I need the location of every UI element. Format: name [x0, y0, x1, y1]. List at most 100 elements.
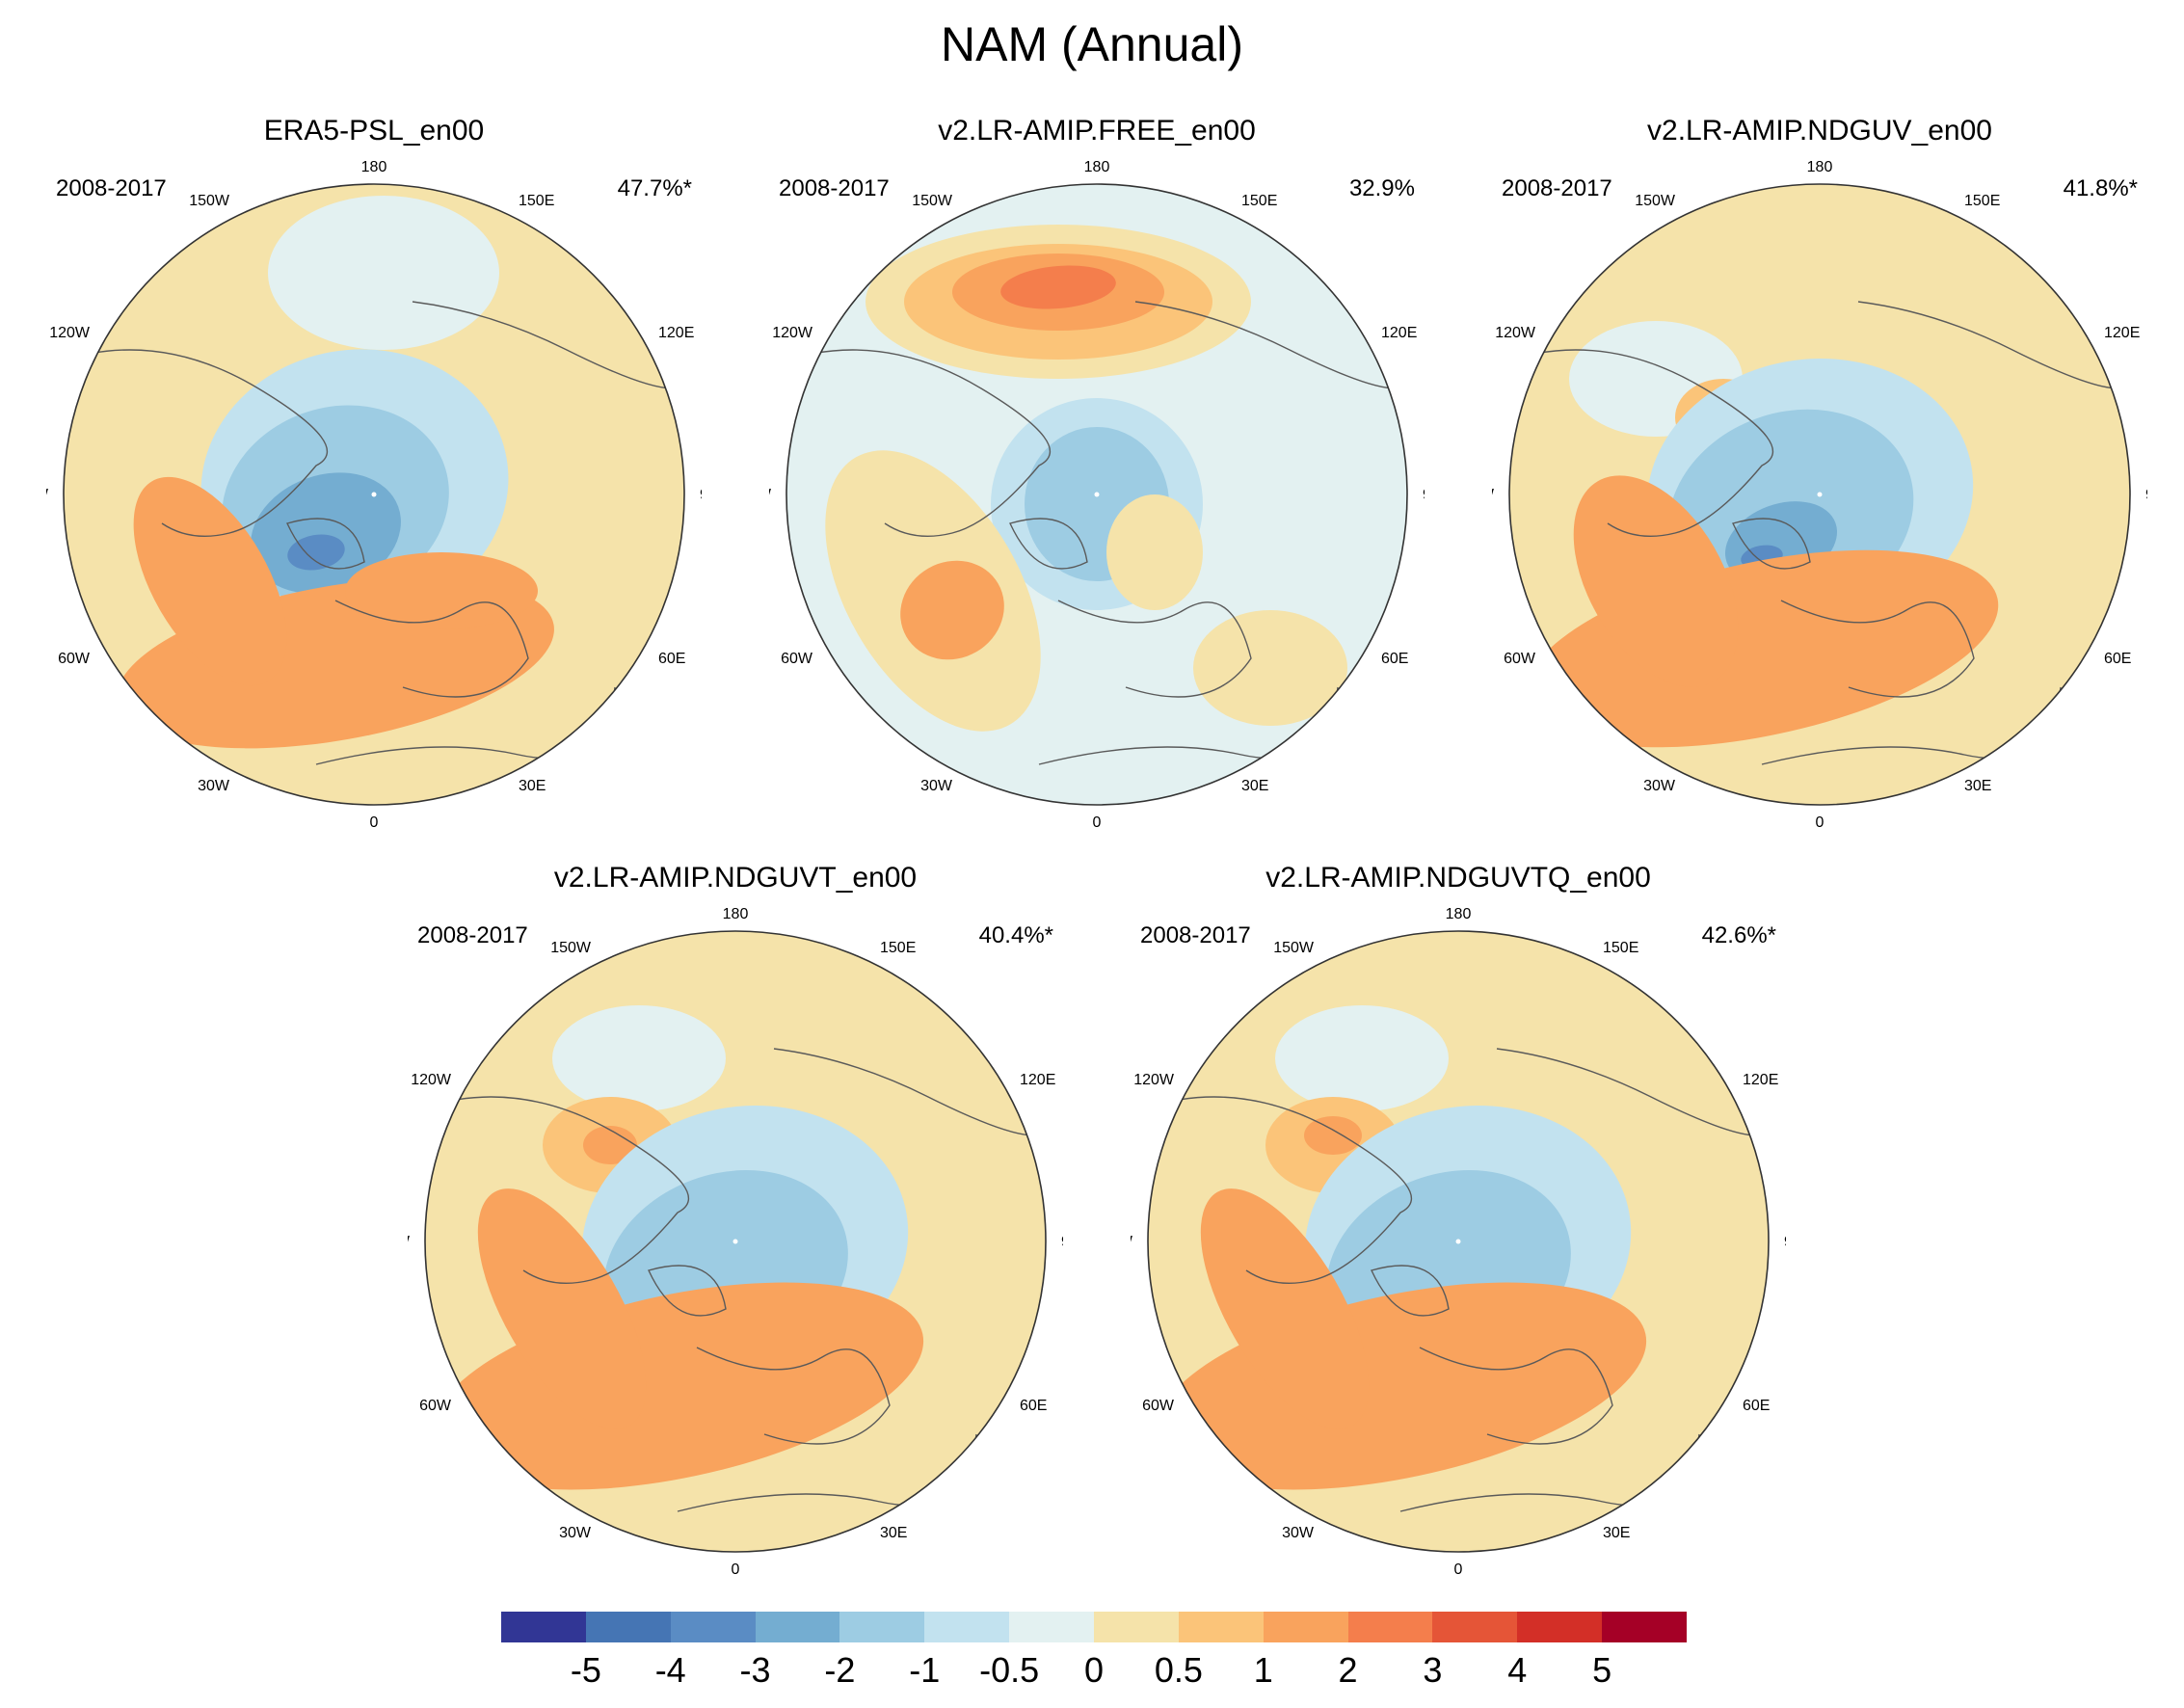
map-rim	[1508, 183, 2131, 806]
anomaly-pacific-neutral	[552, 1005, 726, 1111]
coastline-siberia	[1496, 1048, 1758, 1136]
longitude-label: 90E	[2145, 487, 2147, 503]
anomaly-atlantic-high	[1200, 1188, 1370, 1429]
coastline-europe	[1419, 1347, 1613, 1445]
longitude-label: 120E	[1381, 325, 1417, 341]
colorbar-swatch	[1009, 1612, 1095, 1642]
anomaly-atlantic-high	[477, 1188, 647, 1429]
colorbar-swatch	[1517, 1612, 1603, 1642]
longitude-label: 60W	[1504, 651, 1536, 667]
colorbar-swatch	[755, 1612, 840, 1642]
longitude-label: 60W	[58, 651, 91, 667]
colorbar: -5 -4 -3 -2 -1 -0.5 0 0.5 1 2 3 4 5	[501, 1612, 1688, 1698]
panel-title: v2.LR-AMIP.NDGUVT_en00	[553, 862, 918, 894]
longitude-label: 150W	[1273, 940, 1315, 956]
longitude-label: 120E	[1743, 1072, 1778, 1088]
north-pole-marker	[1817, 492, 1823, 497]
longitude-label: 180	[361, 159, 387, 175]
map-rim	[786, 183, 1408, 806]
longitude-label: 0	[1454, 1561, 1463, 1574]
longitude-label: 150E	[519, 193, 554, 209]
panel-period: 2008-2017	[417, 922, 528, 948]
longitude-label: 150E	[1603, 940, 1638, 956]
panel-period: 2008-2017	[1140, 922, 1251, 948]
longitude-label: 60W	[1142, 1398, 1175, 1414]
longitude-label: 120E	[1020, 1072, 1055, 1088]
longitude-label: 120E	[2104, 325, 2140, 341]
coastline-greenland	[286, 518, 365, 570]
anomaly-pacific-high	[583, 1126, 637, 1164]
longitude-label: 180	[1807, 159, 1833, 175]
panel-title: v2.LR-AMIP.FREE_en00	[938, 115, 1256, 147]
map-panel-ndguv: v2.LR-AMIP.NDGUV_en00 2008-2017 41.8%* 1…	[1492, 114, 2147, 827]
polar-map: 180 150W 150E 120W 120E 90W 90E 60W 60E 30W 30E 0	[1492, 159, 2147, 827]
panel-period: 2008-2017	[1502, 175, 1612, 201]
anomaly-polar-low	[287, 534, 345, 571]
longitude-label: 90W	[769, 487, 772, 503]
panel-title: v2.LR-AMIP.NDGUVTQ_en00	[1265, 862, 1651, 894]
colorbar-tick-label: 0.5	[1154, 1650, 1203, 1690]
longitude-label: 0	[732, 1561, 740, 1574]
longitude-label: 90E	[1784, 1234, 1786, 1250]
longitude-label: 180	[723, 906, 749, 922]
longitude-label: 180	[1446, 906, 1472, 922]
anomaly-pacific-high	[1000, 265, 1116, 309]
polar-map: 180 150W 150E 120W 120E 90W 90E 60W 60E 30W 30E 0	[408, 906, 1063, 1574]
longitude-label: 30E	[519, 778, 546, 794]
coastline-europe	[334, 600, 529, 698]
map-panel-ndguvtq: v2.LR-AMIP.NDGUVTQ_en00 2008-2017 42.6%*…	[1131, 861, 1786, 1574]
longitude-label: 30W	[1643, 778, 1676, 794]
coastline-siberia	[1134, 301, 1397, 389]
polar-map: 180 150W 150E 120W 120E 90W 90E 60W 60E 30W 30E 0	[769, 159, 1425, 827]
panel-title: ERA5-PSL_en00	[263, 115, 485, 147]
colorbar-tick-label: -2	[824, 1650, 856, 1690]
longitude-label: 60E	[2104, 651, 2131, 667]
longitude-label: 150W	[912, 193, 953, 209]
colorbar-tick-label: 4	[1507, 1650, 1528, 1690]
longitude-label: 30W	[920, 778, 953, 794]
colorbar-tick-label: -3	[739, 1650, 771, 1690]
map-panel-era5: ERA5-PSL_en00 2008-2017 47.7%* 180 150W 15…	[46, 114, 702, 827]
anomaly-pacific-high	[1304, 1116, 1362, 1155]
map-rim	[1147, 930, 1770, 1553]
longitude-label: 150E	[1241, 193, 1277, 209]
longitude-label: 60E	[1743, 1398, 1770, 1414]
longitude-label: 90W	[46, 487, 49, 503]
coastline-europe	[1057, 600, 1252, 698]
colorbar-tick-label: -5	[570, 1650, 601, 1690]
longitude-label: 120W	[1133, 1072, 1175, 1088]
longitude-label: 150W	[1635, 193, 1676, 209]
coastline-north-america	[787, 349, 1051, 538]
coastline-siberia	[1857, 301, 2119, 389]
longitude-label: 30E	[880, 1525, 907, 1541]
panel-title: v2.LR-AMIP.NDGUV_en00	[1647, 115, 1992, 147]
polar-map: 180 150W 150E 120W 120E 90W 90E 60W 60E 30W 30E 0	[1131, 906, 1786, 1574]
coastline-siberia	[412, 301, 674, 389]
coastline-europe	[696, 1347, 891, 1445]
colorbar-swatch	[585, 1612, 672, 1642]
longitude-label: 90W	[1131, 1234, 1133, 1250]
coastline-north-america	[1510, 349, 1773, 538]
longitude-label: 150W	[189, 193, 230, 209]
coastline-north-america	[426, 1096, 689, 1285]
anomaly-atlantic-high	[900, 560, 1004, 660]
coastline-greenland	[1371, 1265, 1450, 1317]
north-pole-marker	[371, 492, 377, 497]
longitude-label: 30E	[1241, 778, 1268, 794]
map-panel-ndguvt: v2.LR-AMIP.NDGUVT_en00 2008-2017 40.4%* …	[408, 861, 1063, 1574]
colorbar-tick-label: 3	[1423, 1650, 1443, 1690]
longitude-label: 30W	[198, 778, 230, 794]
coastline-greenland	[1732, 518, 1811, 570]
anomaly-pacific-neutral	[1275, 1005, 1449, 1111]
anomaly-polar-low	[251, 472, 401, 594]
longitude-label: 120W	[772, 325, 813, 341]
anomaly-atlantic-high	[1573, 475, 1739, 687]
longitude-label: 90E	[1061, 1234, 1063, 1250]
panel-variance: 42.6%*	[1701, 922, 1776, 948]
polar-map: 180 150W 150E 120W 120E 90W 90E 60W 60E 30W 30E 0	[46, 159, 702, 827]
anomaly-asia-high	[1193, 610, 1347, 726]
map-panel-free: v2.LR-AMIP.FREE_en00 2008-2017 32.9% 180…	[769, 114, 1425, 827]
map-rim	[63, 183, 685, 806]
north-pole-marker	[732, 1239, 738, 1244]
coastline-greenland	[1009, 518, 1088, 570]
